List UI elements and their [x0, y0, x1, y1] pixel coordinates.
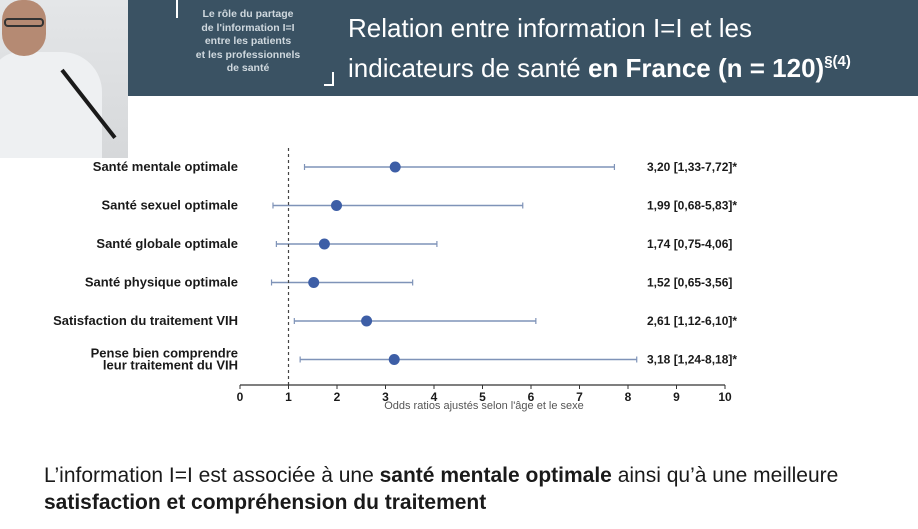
- row-label: Santé sexuel optimale: [101, 198, 238, 213]
- x-axis-title: Odds ratios ajustés selon l'âge et le se…: [384, 400, 584, 412]
- speaker-video: [0, 0, 128, 158]
- topic-line: et les professionnels: [195, 48, 301, 61]
- bracket-bottom-right: [324, 72, 334, 86]
- x-tick-label: 4: [431, 390, 438, 404]
- forest-row: Santé globale optimale 1,74 [0,75-4,06]: [96, 236, 732, 251]
- odds-ratio-point: [361, 315, 373, 327]
- speaker-head: [2, 0, 46, 56]
- odds-ratio-value: 2,61 [1,12-6,10]*: [647, 314, 737, 328]
- forest-row: Santé physique optimale 1,52 [0,65-3,56]: [85, 275, 733, 290]
- row-label: Pense bien comprendre: [91, 346, 238, 361]
- odds-ratio-point: [308, 277, 320, 288]
- odds-ratio-value: 3,18 [1,24-8,18]*: [647, 353, 737, 367]
- bracket-top-left: [176, 0, 178, 18]
- slide-title: Relation entre information I=I et les in…: [348, 12, 918, 85]
- speaker-body: [0, 52, 102, 158]
- forest-row: Santé sexuel optimale 1,99 [0,68-5,83]*: [101, 198, 737, 213]
- x-tick-label: 8: [625, 390, 632, 404]
- chart-rows: Santé mentale optimale 3,20 [1,33-7,72]*S…: [53, 159, 737, 373]
- title-line1: Relation entre information I=I et les: [348, 13, 752, 43]
- x-tick-label: 0: [237, 390, 244, 404]
- title-superscript: §(4): [824, 53, 851, 70]
- topic-line: entre les patients: [204, 35, 292, 47]
- x-tick-label: 5: [479, 390, 486, 404]
- speaker-glasses: [4, 18, 44, 27]
- x-tick-label: 2: [334, 390, 341, 404]
- row-label: Santé physique optimale: [85, 275, 238, 290]
- title-line2-bold: en France (n = 120): [587, 53, 825, 83]
- odds-ratio-value: 1,52 [0,65-3,56]: [647, 276, 732, 290]
- slide-header: Le rôle du partage de l'information I=I …: [128, 0, 918, 96]
- title-line2-plain: indicateurs de santé: [348, 53, 588, 83]
- forest-row: Santé mentale optimale 3,20 [1,33-7,72]*: [93, 159, 738, 174]
- header-topic: Le rôle du partage de l'information I=I …: [178, 8, 318, 76]
- odds-ratio-point: [388, 354, 400, 365]
- conclusion-part2: ainsi qu’à une meilleure: [611, 464, 839, 487]
- topic-line: de l'information I=I: [201, 21, 295, 34]
- conclusion-bold1: santé mentale optimale: [379, 464, 612, 487]
- odds-ratio-value: 1,74 [0,75-4,06]: [647, 237, 732, 251]
- conclusion-bold2: satisfaction et compréhension du traitem…: [44, 491, 487, 514]
- x-tick-label: 10: [718, 390, 732, 404]
- row-label: Santé globale optimale: [96, 236, 238, 251]
- row-label: Santé mentale optimale: [93, 159, 238, 174]
- x-tick-label: 9: [673, 390, 680, 404]
- odds-ratio-point: [318, 238, 330, 250]
- x-tick-label: 7: [576, 390, 583, 404]
- topic-line: de santé: [226, 62, 270, 74]
- x-tick-label: 1: [285, 390, 292, 404]
- x-axis: 0 1 2 3 4 5 6 7 8 9 10 Odds ratios ajustés selon l'…: [237, 148, 732, 412]
- odds-ratio-point: [331, 200, 343, 211]
- forest-row: Satisfaction du traitement VIH 2,61 [1,12…: [53, 313, 737, 328]
- odds-ratio-value: 3,20 [1,33-7,72]*: [647, 160, 737, 174]
- x-tick-label: 3: [382, 390, 389, 404]
- row-label: Satisfaction du traitement VIH: [53, 313, 238, 328]
- topic-line: Le rôle du partage: [202, 8, 294, 20]
- forest-plot: Santé mentale optimale 3,20 [1,33-7,72]*S…: [53, 148, 737, 412]
- row-label: leur traitement du VIH: [103, 358, 238, 373]
- odds-ratio-point: [389, 161, 401, 173]
- x-tick-label: 6: [528, 390, 535, 404]
- odds-ratio-value: 1,99 [0,68-5,83]*: [647, 199, 737, 213]
- conclusion-part1: L’information I=I est associée à une: [44, 464, 380, 487]
- conclusion-text: L’information I=I est associée à une san…: [44, 462, 904, 516]
